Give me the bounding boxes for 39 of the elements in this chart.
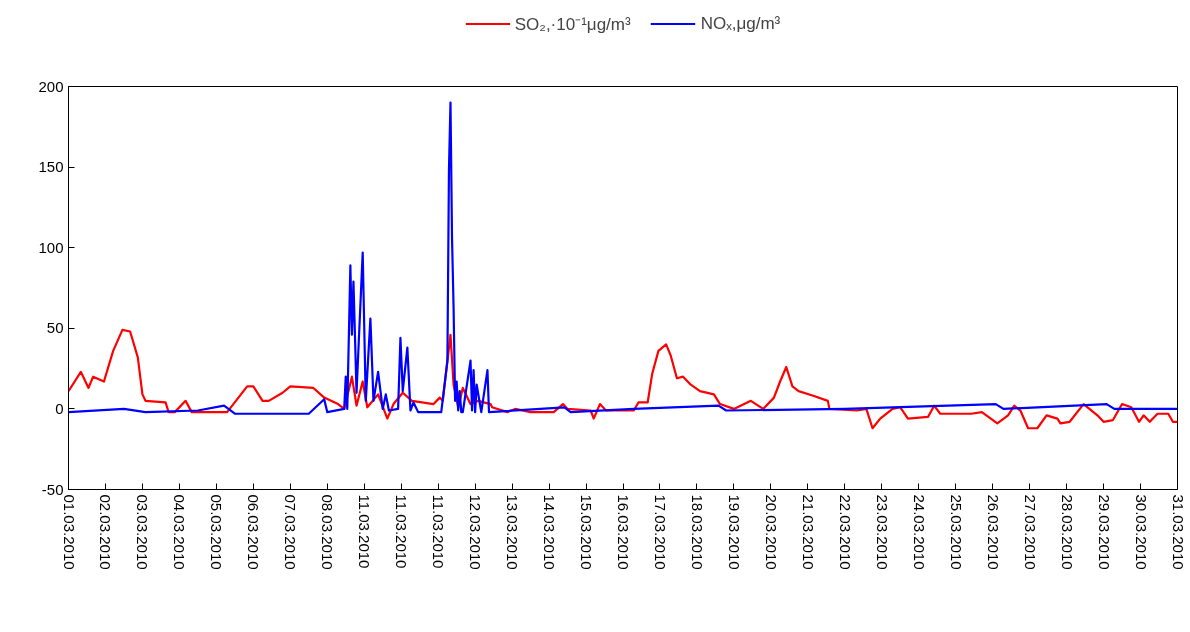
x-tick-label: 06.03.2010 — [245, 494, 263, 570]
x-tick-label: 17.03.2010 — [651, 494, 669, 570]
x-tick-label: 08.03.2010 — [319, 494, 337, 570]
x-tick-label: 30.03.2010 — [1132, 494, 1150, 570]
x-tick-label: 16.03.2010 — [615, 494, 632, 570]
x-tick-label: 27.03.2010 — [1021, 494, 1039, 570]
legend-label: NOₓ,μg/m³ — [700, 13, 781, 33]
x-tick-label: 11.03.2010 — [430, 494, 448, 569]
x-tick-label: 19.03.2010 — [725, 494, 743, 570]
x-tick-label: 02.03.2010 — [97, 494, 115, 570]
x-tick-label: 24.03.2010 — [910, 494, 928, 570]
x-tick-label: 14.03.2010 — [541, 494, 559, 570]
x-tick-label: 31.03.2010 — [1169, 494, 1187, 570]
y-tick-label: 200 — [38, 77, 64, 95]
x-tick-label: 13.03.2010 — [504, 494, 522, 570]
x-tick-label: 23.03.2010 — [873, 494, 891, 570]
x-tick-label: 04.03.2010 — [171, 494, 189, 570]
x-tick-label: 20.03.2010 — [762, 494, 780, 570]
x-tick-label: 03.03.2010 — [134, 494, 152, 570]
x-tick-label: 25.03.2010 — [947, 494, 965, 570]
y-tick-label: 100 — [38, 238, 64, 256]
y-tick-label: 0 — [55, 399, 64, 417]
x-tick-label: 07.03.2010 — [282, 494, 300, 570]
line-series — [68, 328, 1178, 430]
x-tick-label: 29.03.2010 — [1095, 494, 1113, 570]
y-tick-label: 150 — [38, 158, 64, 176]
x-tick-label: 21.03.2010 — [799, 494, 817, 570]
x-tick-label: 26.03.2010 — [984, 494, 1002, 570]
line-series — [68, 101, 1178, 415]
x-tick-label: 18.03.2010 — [688, 494, 706, 570]
x-tick-label: 28.03.2010 — [1058, 494, 1076, 570]
x-tick-label: 15.03.2010 — [578, 494, 596, 570]
y-tick-label: 50 — [46, 319, 64, 337]
x-tick-label: 12.03.2010 — [467, 494, 485, 570]
x-tick-label: 11.03.2010 — [393, 494, 411, 569]
legend-label: SO₂,·10⁻¹μg/m³ — [514, 13, 631, 35]
x-tick-label: 05.03.2010 — [208, 494, 226, 570]
x-tick-label: 11.03.2010 — [356, 494, 374, 569]
x-tick-label: 22.03.2010 — [836, 494, 854, 570]
